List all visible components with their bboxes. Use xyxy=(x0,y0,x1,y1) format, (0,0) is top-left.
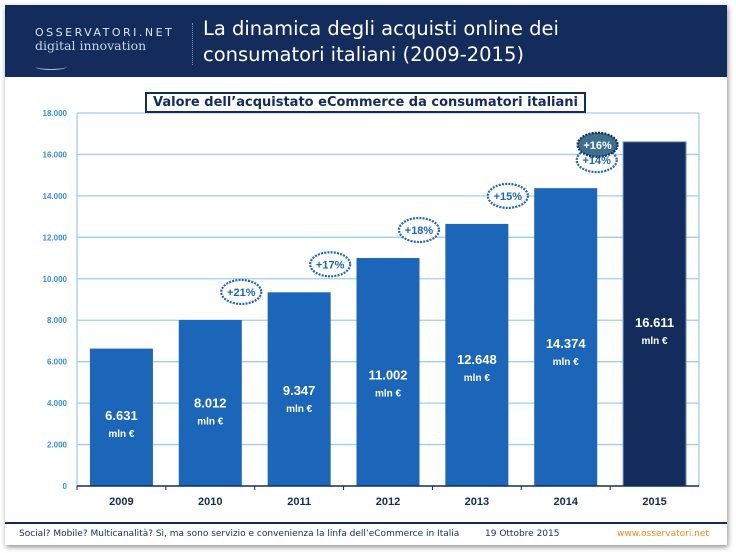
x-tick-label: 2013 xyxy=(465,496,489,508)
x-tick-label: 2011 xyxy=(287,496,311,508)
y-tick-label: 4.000 xyxy=(47,399,68,408)
unit-label: mln € xyxy=(108,429,135,440)
y-tick-label: 16.000 xyxy=(43,150,68,159)
footer-divider xyxy=(5,522,727,524)
value-label: 8.012 xyxy=(194,395,227,410)
unit-label: mln € xyxy=(286,404,313,415)
logo-swoosh-icon xyxy=(35,63,67,70)
footer-date: 19 Ottobre 2015 xyxy=(485,529,560,539)
bar-2014 xyxy=(534,188,598,486)
growth-bubble xyxy=(397,216,441,244)
y-tick-label: 10.000 xyxy=(43,275,68,284)
y-tick-label: 12.000 xyxy=(43,233,68,242)
footer-caption: Social? Mobile? Multicanalità? Sì, ma so… xyxy=(19,529,460,539)
header-divider xyxy=(192,23,193,65)
x-tick-label: 2009 xyxy=(109,496,133,508)
unit-label: mln € xyxy=(197,416,224,427)
header-bar: OSSERVATORI.NET digital innovation La di… xyxy=(5,5,727,77)
value-label: 11.002 xyxy=(368,367,407,382)
x-tick-label: 2012 xyxy=(376,496,400,508)
value-label: 16.611 xyxy=(635,315,674,330)
y-tick-label: 18.000 xyxy=(43,109,68,118)
value-label: 14.374 xyxy=(546,336,587,351)
growth-label: +18% xyxy=(405,225,434,237)
page-title: La dinamica degli acquisti online dei co… xyxy=(203,16,559,68)
y-tick-label: 6.000 xyxy=(47,358,68,367)
bar-2010 xyxy=(178,319,242,486)
chart-title: Valore dell’acquistato eCommerce da cons… xyxy=(145,92,586,113)
unit-label: mln € xyxy=(553,357,580,368)
growth-label: +15% xyxy=(494,191,523,203)
bar-2011 xyxy=(267,292,331,486)
y-tick-label: 8.000 xyxy=(47,316,68,325)
y-tick-label: 14.000 xyxy=(43,192,68,201)
title-line-2: consumatori italiani (2009-2015) xyxy=(203,43,524,66)
bar-2013 xyxy=(445,223,509,486)
footer-url[interactable]: www.osservatori.net xyxy=(617,529,709,539)
value-label: 6.631 xyxy=(105,408,138,423)
x-tick-label: 2015 xyxy=(642,496,666,508)
x-tick-label: 2014 xyxy=(553,496,578,508)
growth-label: +21% xyxy=(227,287,256,299)
logo: OSSERVATORI.NET digital innovation xyxy=(35,26,174,53)
growth-label: +16% xyxy=(583,140,612,152)
bar-2009 xyxy=(89,348,153,486)
unit-label: mln € xyxy=(642,336,669,347)
x-tick-label: 2010 xyxy=(198,496,222,508)
growth-label: +17% xyxy=(316,259,345,271)
unit-label: mln € xyxy=(375,388,402,399)
logo-bottom-text: digital innovation xyxy=(35,38,147,53)
y-tick-label: 0 xyxy=(63,482,68,491)
value-label: 12.648 xyxy=(457,352,497,367)
growth-bubble xyxy=(576,131,619,158)
value-label: 9.347 xyxy=(283,383,316,398)
logo-top-text: OSSERVATORI.NET xyxy=(35,26,175,39)
bar-2015 xyxy=(622,141,687,487)
growth-bubble xyxy=(486,182,529,210)
bar-2012 xyxy=(356,258,420,486)
title-line-1: La dinamica degli acquisti online dei xyxy=(203,17,559,40)
growth-label: +14% xyxy=(582,155,611,167)
y-tick-label: 2.000 xyxy=(47,441,68,450)
growth-bubble xyxy=(309,251,352,278)
unit-label: mln € xyxy=(464,373,491,384)
growth-bubble xyxy=(220,278,263,306)
